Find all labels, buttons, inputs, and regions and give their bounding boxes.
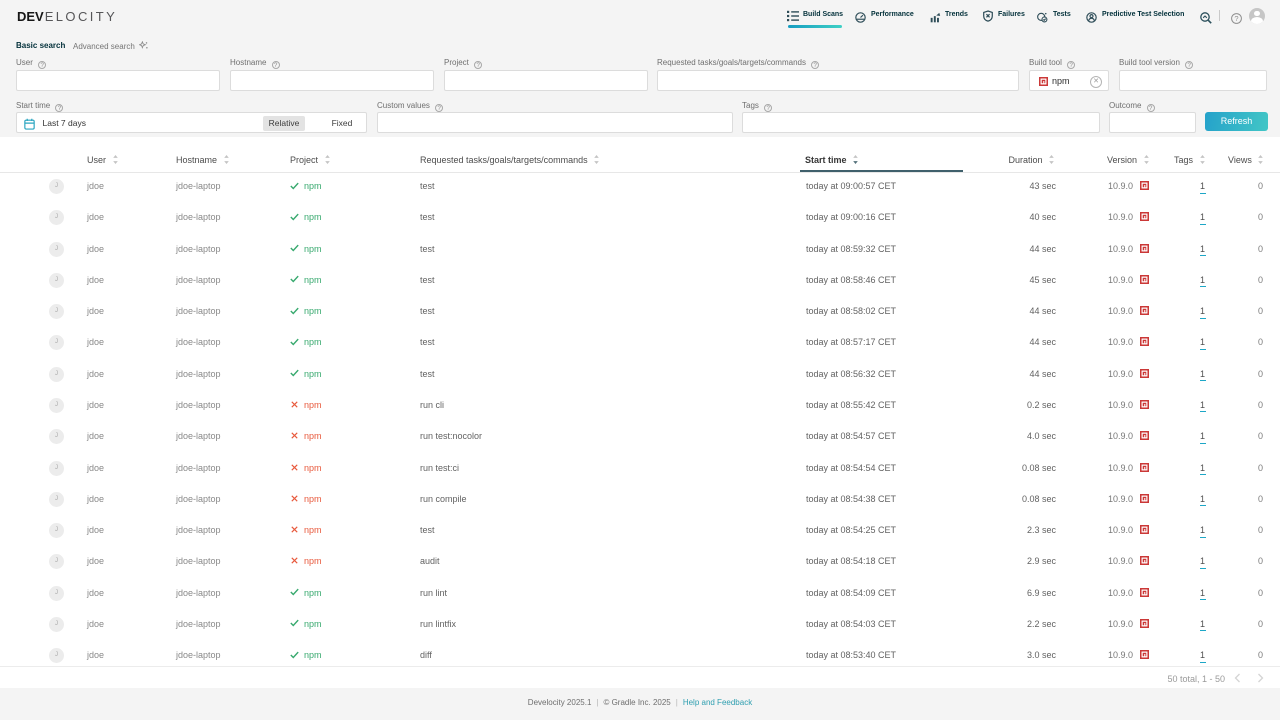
svg-text:?: ? [1234,14,1238,23]
